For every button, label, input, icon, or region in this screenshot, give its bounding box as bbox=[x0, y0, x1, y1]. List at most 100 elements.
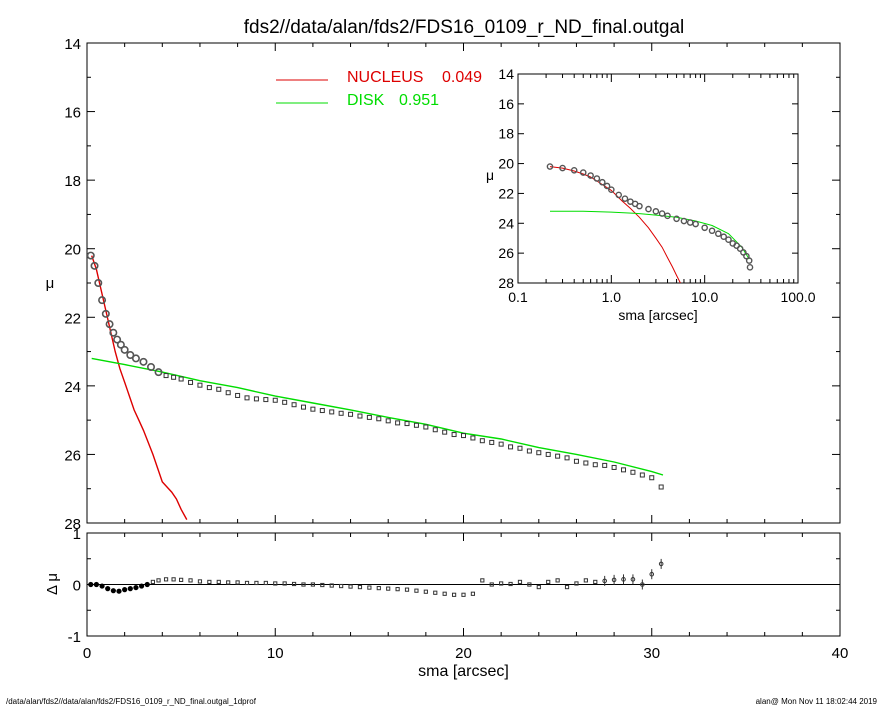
main-data-point bbox=[206, 385, 212, 391]
residual-point bbox=[470, 591, 476, 596]
inset-data-point bbox=[598, 178, 606, 186]
main-data-point bbox=[376, 416, 382, 422]
residual-point bbox=[386, 586, 391, 591]
inset-data-point bbox=[743, 252, 750, 260]
main-data-point bbox=[385, 418, 391, 424]
residual-point bbox=[273, 581, 278, 586]
inset-data-point bbox=[645, 205, 652, 213]
main-data-point bbox=[171, 374, 177, 380]
residual-point bbox=[235, 580, 240, 585]
inset-data-point bbox=[673, 215, 680, 223]
inset-data-point bbox=[587, 172, 594, 179]
main-data-point bbox=[413, 422, 419, 428]
main-data-point bbox=[517, 445, 523, 451]
residual-ytick-label: 0 bbox=[73, 578, 81, 595]
main-data-point bbox=[147, 362, 156, 371]
main-ytick-label: 14 bbox=[64, 36, 81, 53]
residual-xtick-label: 0 bbox=[83, 645, 91, 662]
inset-data-point bbox=[715, 230, 722, 238]
residual-point bbox=[433, 590, 438, 595]
main-data-point bbox=[244, 395, 250, 401]
residual-xtick-label: 30 bbox=[643, 645, 660, 662]
inset-xlabel: sma [arcsec] bbox=[618, 307, 697, 323]
residual-point bbox=[583, 578, 588, 583]
inset-ytick-label: 22 bbox=[498, 185, 514, 201]
residual-point bbox=[442, 591, 447, 596]
main-data-point bbox=[300, 404, 306, 410]
residual-point bbox=[461, 592, 466, 597]
residual-point bbox=[564, 584, 570, 590]
main-data-point bbox=[508, 444, 514, 450]
main-data-point bbox=[178, 376, 184, 382]
inset-ytick-label: 24 bbox=[498, 215, 514, 231]
residual-point bbox=[88, 581, 94, 588]
inset-data-point bbox=[708, 227, 716, 235]
main-data-point bbox=[272, 397, 278, 403]
main-data-point bbox=[105, 320, 114, 329]
main-data-point bbox=[188, 379, 194, 385]
residual-point bbox=[574, 581, 579, 586]
residual-point bbox=[357, 584, 363, 590]
residual-point bbox=[122, 587, 128, 593]
inset-data-point bbox=[579, 169, 587, 176]
residual-xtick-label: 20 bbox=[455, 645, 472, 662]
inset-data-point bbox=[593, 175, 601, 182]
residual-xtick-label: 10 bbox=[267, 645, 284, 662]
main-data-point bbox=[163, 373, 169, 379]
inset-xtick-label: 1.0 bbox=[602, 289, 622, 305]
residual-point bbox=[254, 580, 259, 586]
inset-ytick-label: 14 bbox=[498, 66, 514, 82]
residual-point bbox=[555, 578, 560, 583]
residual-point bbox=[310, 582, 315, 587]
residual-point bbox=[301, 582, 306, 587]
main-data-point bbox=[489, 439, 495, 445]
residual-point bbox=[144, 581, 150, 588]
inset-data-point bbox=[720, 233, 728, 241]
main-ytick-label: 24 bbox=[64, 379, 81, 396]
main-data-point bbox=[555, 453, 561, 459]
main-data-point bbox=[131, 354, 140, 363]
main-data-point bbox=[442, 429, 448, 435]
residual-point bbox=[414, 588, 419, 593]
inset-ytick-label: 26 bbox=[498, 245, 514, 261]
legend: NUCLEUS 0.049 DISK 0.951 bbox=[276, 69, 482, 109]
main-ytick-label: 28 bbox=[64, 516, 81, 533]
residual-point bbox=[536, 584, 541, 590]
residual-point bbox=[508, 581, 513, 587]
inset-frame bbox=[517, 73, 799, 284]
main-ytick-label: 16 bbox=[64, 105, 81, 122]
inset-data-point bbox=[603, 182, 611, 190]
inset-ytick-label: 20 bbox=[498, 156, 514, 172]
footer-left: /data/alan/fds2//data/alan/fds2/FDS16_01… bbox=[6, 697, 257, 706]
main-data-point bbox=[639, 472, 645, 478]
legend-disk-label: DISK bbox=[347, 92, 385, 109]
main-data-point bbox=[90, 261, 99, 270]
residual-point bbox=[329, 583, 334, 588]
inset-data-point bbox=[664, 212, 671, 220]
residual-point bbox=[480, 578, 485, 583]
main-ytick-label: 18 bbox=[64, 173, 81, 190]
residual-point bbox=[339, 583, 344, 589]
residual-point bbox=[630, 577, 636, 582]
main-data-point bbox=[98, 296, 107, 305]
main-data-point bbox=[479, 438, 485, 444]
residual-ytick-label: -1 bbox=[68, 629, 81, 646]
main-data-point bbox=[649, 475, 655, 481]
main-data-point bbox=[621, 467, 627, 473]
residual-point bbox=[621, 577, 626, 582]
main-data-point bbox=[583, 460, 589, 466]
inset-data-point bbox=[621, 195, 629, 202]
main-data-point bbox=[404, 421, 410, 427]
main-data-point bbox=[87, 251, 95, 260]
residual-point bbox=[489, 582, 494, 587]
residual-point bbox=[105, 586, 111, 592]
main-data-point bbox=[139, 357, 148, 366]
residual-point bbox=[116, 588, 122, 594]
main-ytick-label: 20 bbox=[64, 242, 81, 259]
main-data-point bbox=[338, 410, 344, 416]
inset-data-point bbox=[725, 236, 732, 244]
residual-point bbox=[99, 583, 105, 589]
residual-point bbox=[150, 579, 155, 585]
